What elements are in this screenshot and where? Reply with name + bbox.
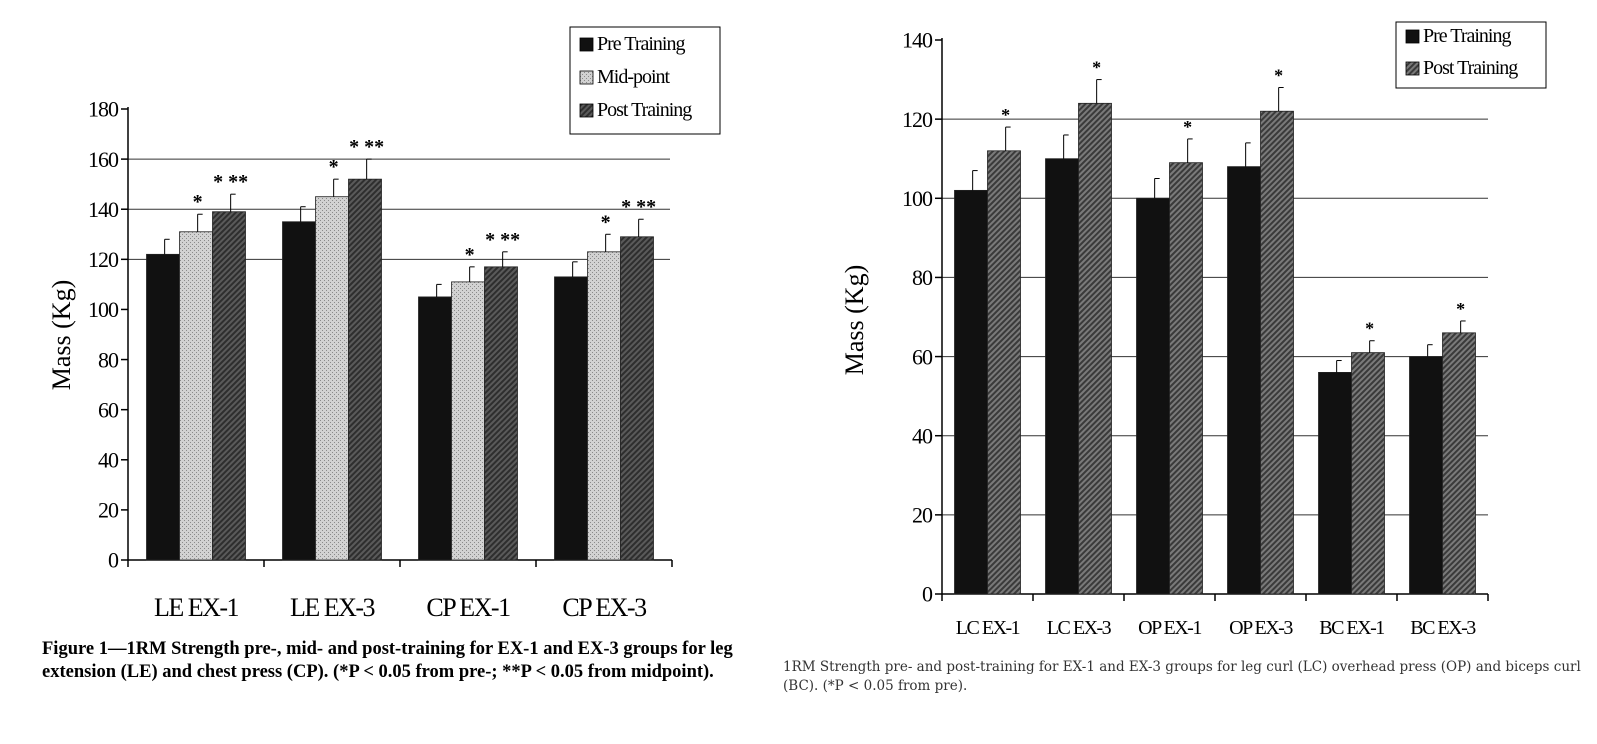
legend-swatch: [579, 37, 594, 52]
y-tick-label: 100: [902, 186, 933, 211]
bar: [587, 251, 621, 561]
significance-marker: * **: [213, 171, 248, 193]
bar: [451, 281, 485, 561]
legend-box: [1395, 21, 1547, 89]
legend-swatch: [1405, 29, 1420, 44]
y-tick-label: 20: [98, 498, 119, 523]
x-tick-label: BC EX-1: [1319, 617, 1384, 639]
y-tick-label: 40: [98, 447, 119, 472]
significance-marker: *: [1183, 117, 1192, 137]
significance-marker: *: [1092, 58, 1101, 78]
y-tick-label: 140: [902, 28, 933, 53]
bar: [1227, 166, 1261, 595]
y-tick-label: 100: [88, 297, 119, 322]
significance-marker: * **: [485, 229, 520, 251]
legend-swatch: [579, 70, 594, 85]
bar: [1136, 197, 1170, 595]
bar: [987, 150, 1021, 595]
bar: [348, 178, 382, 561]
bar: [554, 276, 588, 561]
x-tick-label: CP EX-1: [426, 593, 510, 622]
y-tick-label: 0: [108, 548, 119, 573]
legend-label: Post Training: [1423, 57, 1518, 79]
bar: [1442, 332, 1476, 595]
bar: [1409, 356, 1443, 595]
y-tick-label: 40: [912, 423, 933, 448]
chart-left: 0 20 40 60 80 100 120 140 160 180 Mass (Kg) LE EX-1…: [47, 26, 721, 622]
legend-swatch: [579, 103, 594, 118]
legend-label: Pre Training: [1423, 25, 1511, 47]
significance-marker: *: [1001, 105, 1010, 125]
x-tick-label: LC EX-1: [956, 617, 1020, 639]
significance-marker: *: [1456, 299, 1465, 319]
y-tick-label: 120: [902, 107, 933, 132]
legend-label: Post Training: [597, 99, 692, 121]
bar: [418, 296, 452, 561]
y-tick-label: 180: [88, 97, 119, 122]
legend-swatch: [1405, 61, 1420, 76]
bar: [1169, 162, 1203, 595]
bar: [1318, 371, 1352, 595]
bar: [1045, 158, 1079, 595]
y-axis-title: Mass (Kg): [47, 280, 76, 391]
y-tick-label: 60: [912, 344, 933, 369]
legend-label: Mid-point: [597, 66, 671, 88]
bar: [315, 196, 349, 561]
bar: [179, 231, 213, 561]
bar: [1260, 110, 1294, 595]
significance-marker: *: [193, 191, 203, 213]
bar: [146, 253, 180, 561]
y-tick-label: 80: [912, 265, 933, 290]
bar: [954, 189, 988, 595]
figure-caption-left: Figure 1—1RM Strength pre-, mid- and pos…: [42, 639, 733, 682]
y-tick-label: 0: [922, 582, 933, 607]
bar: [620, 236, 654, 561]
bar: [484, 266, 518, 561]
legend-label: Pre Training: [597, 33, 685, 55]
figure-caption-right: 1RM Strength pre- and post-training for …: [783, 659, 1581, 694]
bar: [1078, 102, 1112, 595]
significance-marker: * **: [621, 196, 656, 218]
significance-marker: *: [465, 244, 475, 266]
x-tick-label: LE EX-3: [290, 593, 375, 622]
significance-marker: * **: [349, 136, 384, 158]
y-axis-title: Mass (Kg): [840, 265, 869, 376]
x-tick-label: LC EX-3: [1047, 617, 1112, 639]
y-tick-label: 80: [98, 347, 119, 372]
significance-marker: *: [1365, 319, 1374, 339]
y-tick-label: 160: [88, 147, 119, 172]
x-tick-label: CP EX-3: [562, 593, 646, 622]
significance-marker: *: [1274, 65, 1283, 85]
significance-marker: *: [601, 211, 611, 233]
x-tick-label: OP EX-3: [1229, 617, 1293, 639]
y-tick-label: 20: [912, 503, 933, 528]
x-tick-label: OP EX-1: [1138, 617, 1201, 639]
x-tick-label: LE EX-1: [154, 593, 239, 622]
significance-marker: *: [329, 156, 339, 178]
y-tick-label: 60: [98, 397, 119, 422]
y-tick-label: 140: [88, 197, 119, 222]
bar: [212, 211, 246, 561]
y-tick-label: 120: [88, 247, 119, 272]
legend-box: [569, 26, 721, 135]
x-tick-label: BC EX-3: [1410, 617, 1476, 639]
bar: [1351, 352, 1385, 595]
chart-right: 0 20 40 60 80 100 120 140 Mass (Kg) LC EX-1 * LC EX…: [840, 21, 1547, 639]
